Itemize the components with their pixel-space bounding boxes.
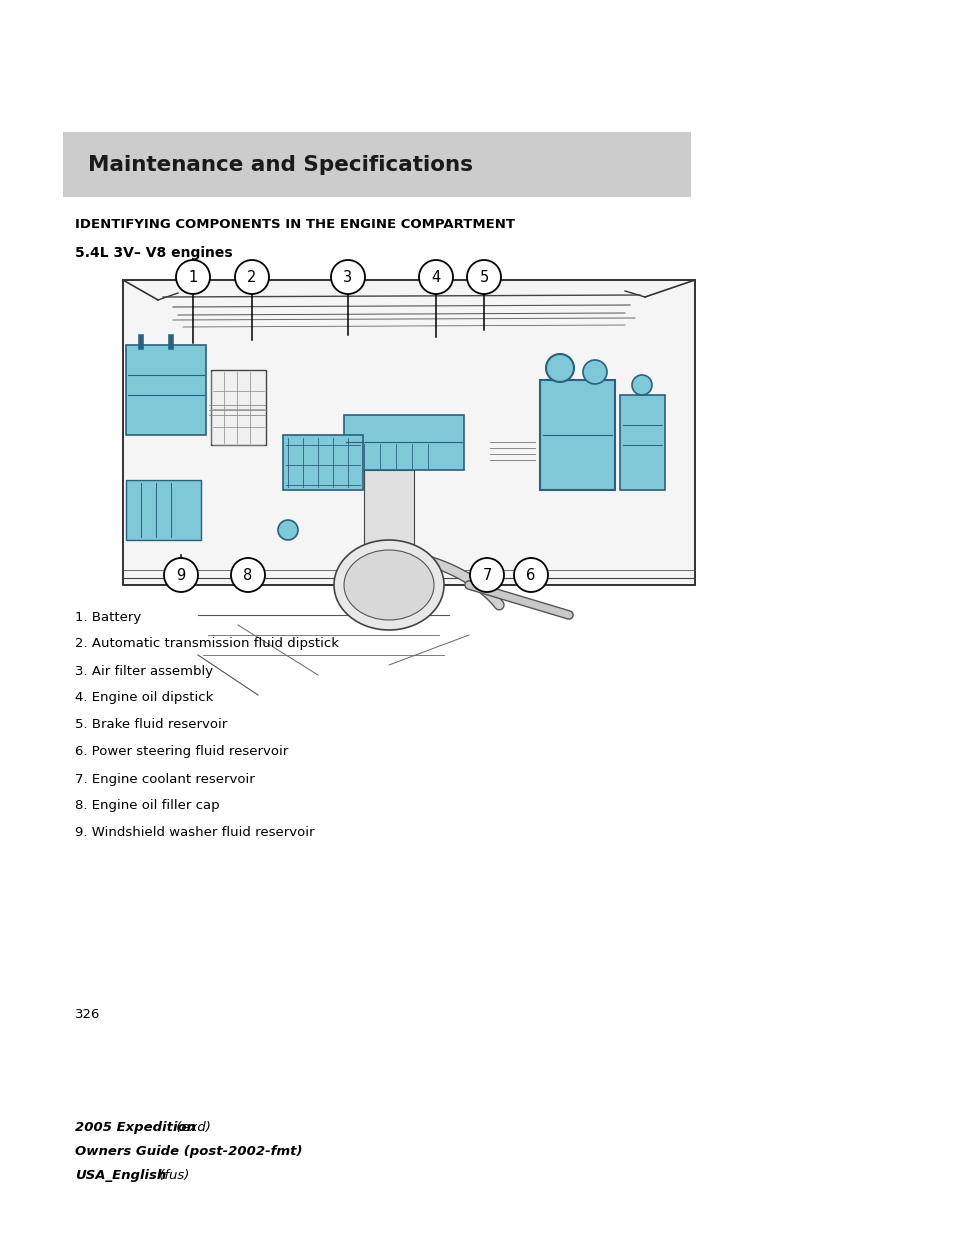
Text: 6. Power steering fluid reservoir: 6. Power steering fluid reservoir	[75, 746, 288, 758]
Text: 5. Brake fluid reservoir: 5. Brake fluid reservoir	[75, 719, 227, 731]
Circle shape	[331, 261, 365, 294]
Circle shape	[175, 261, 210, 294]
Text: 2005 Expedition: 2005 Expedition	[75, 1120, 195, 1134]
Text: 2. Automatic transmission fluid dipstick: 2. Automatic transmission fluid dipstick	[75, 637, 338, 651]
Text: 9. Windshield washer fluid reservoir: 9. Windshield washer fluid reservoir	[75, 826, 314, 840]
Text: 9: 9	[176, 568, 186, 583]
Text: 4: 4	[431, 269, 440, 284]
Ellipse shape	[334, 540, 443, 630]
Text: 1: 1	[188, 269, 197, 284]
Circle shape	[277, 520, 297, 540]
Text: 2: 2	[247, 269, 256, 284]
Text: 3: 3	[343, 269, 353, 284]
Circle shape	[514, 558, 547, 592]
Circle shape	[418, 261, 453, 294]
Ellipse shape	[344, 550, 434, 620]
FancyBboxPatch shape	[344, 415, 463, 471]
Text: 3. Air filter assembly: 3. Air filter assembly	[75, 664, 213, 678]
Text: 8. Engine oil filler cap: 8. Engine oil filler cap	[75, 799, 219, 813]
Text: (fus): (fus)	[154, 1168, 190, 1182]
Text: 7: 7	[482, 568, 491, 583]
Text: (exd): (exd)	[172, 1120, 211, 1134]
Polygon shape	[123, 280, 695, 585]
Circle shape	[631, 375, 651, 395]
FancyBboxPatch shape	[539, 380, 615, 490]
Circle shape	[231, 558, 265, 592]
Circle shape	[164, 558, 198, 592]
Text: 8: 8	[243, 568, 253, 583]
FancyBboxPatch shape	[126, 345, 206, 435]
Text: 4. Engine oil dipstick: 4. Engine oil dipstick	[75, 692, 213, 704]
Text: 5.4L 3V– V8 engines: 5.4L 3V– V8 engines	[75, 246, 233, 261]
Text: 1. Battery: 1. Battery	[75, 610, 141, 624]
Circle shape	[470, 558, 503, 592]
FancyBboxPatch shape	[63, 132, 690, 198]
Circle shape	[582, 359, 606, 384]
Text: 5: 5	[478, 269, 488, 284]
Text: Owners Guide (post-2002-fmt): Owners Guide (post-2002-fmt)	[75, 1145, 302, 1157]
Text: 326: 326	[75, 1009, 100, 1021]
FancyBboxPatch shape	[211, 370, 266, 445]
Circle shape	[234, 261, 269, 294]
FancyBboxPatch shape	[619, 395, 664, 490]
Text: IDENTIFYING COMPONENTS IN THE ENGINE COMPARTMENT: IDENTIFYING COMPONENTS IN THE ENGINE COM…	[75, 219, 515, 231]
Circle shape	[545, 354, 574, 382]
Text: 7. Engine coolant reservoir: 7. Engine coolant reservoir	[75, 773, 254, 785]
FancyBboxPatch shape	[283, 435, 363, 490]
FancyBboxPatch shape	[364, 471, 414, 545]
Text: 6: 6	[526, 568, 535, 583]
Text: USA_English: USA_English	[75, 1168, 166, 1182]
Circle shape	[467, 261, 500, 294]
Text: Maintenance and Specifications: Maintenance and Specifications	[88, 156, 473, 175]
FancyBboxPatch shape	[126, 480, 201, 540]
